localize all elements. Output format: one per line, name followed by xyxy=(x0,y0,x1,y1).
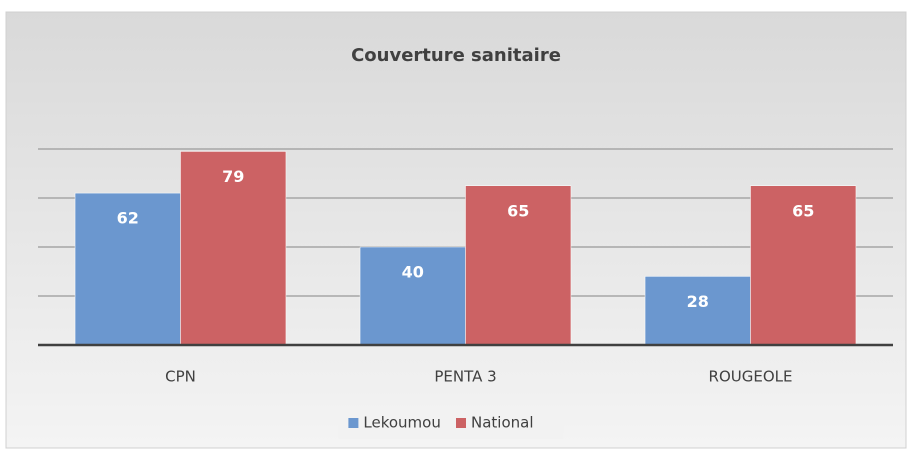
data-label: 62 xyxy=(117,209,139,228)
bar xyxy=(74,192,181,346)
legend-label: Lekoumou xyxy=(363,414,440,432)
x-tick-label: PENTA 3 xyxy=(434,368,496,386)
data-label: 79 xyxy=(222,167,244,186)
data-label: 40 xyxy=(402,263,424,282)
data-label: 28 xyxy=(687,292,709,311)
bar xyxy=(359,246,466,346)
x-tick-label: CPN xyxy=(165,368,196,386)
data-label: 65 xyxy=(792,201,814,220)
legend-label: National xyxy=(471,414,534,432)
bar xyxy=(644,276,751,346)
chart-title: Couverture sanitaire xyxy=(351,45,561,66)
bar xyxy=(465,185,572,346)
legend-swatch xyxy=(348,418,359,428)
x-tick-label: ROUGEOLE xyxy=(709,368,793,386)
legend-swatch xyxy=(456,418,466,428)
bar xyxy=(180,151,287,346)
legend-background xyxy=(338,407,564,439)
bar xyxy=(750,185,857,346)
data-label: 65 xyxy=(507,201,529,220)
